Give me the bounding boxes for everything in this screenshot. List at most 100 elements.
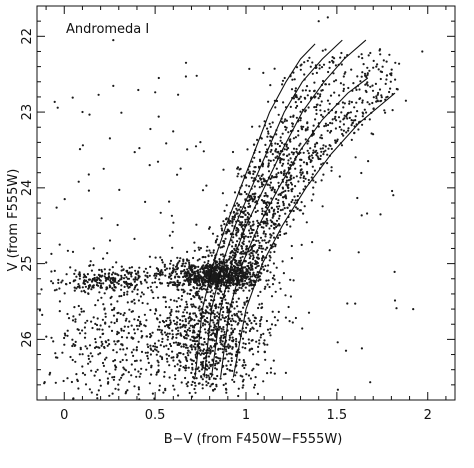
star-point — [315, 71, 318, 74]
star-point — [201, 387, 204, 390]
star-point — [83, 336, 87, 339]
star-point — [173, 322, 177, 325]
star-point — [187, 381, 190, 384]
star-point — [66, 329, 69, 332]
star-point — [207, 382, 210, 385]
star-point — [324, 145, 327, 148]
star-point — [343, 102, 346, 105]
star-point — [166, 338, 169, 341]
star-point — [126, 293, 129, 296]
star-point — [233, 266, 236, 269]
star-point — [319, 136, 322, 139]
star-point — [184, 369, 187, 372]
star-point — [99, 352, 102, 355]
star-point — [169, 281, 173, 284]
star-point — [200, 376, 203, 379]
star-point — [130, 266, 134, 269]
star-point — [244, 275, 247, 278]
star-point — [196, 283, 199, 286]
star-point — [221, 340, 224, 343]
star-point — [189, 268, 192, 271]
star-point — [119, 348, 122, 351]
star-point — [231, 301, 235, 304]
star-point — [254, 275, 257, 278]
star-point — [275, 266, 278, 269]
star-point — [102, 364, 105, 367]
star-point — [114, 368, 117, 371]
star-point — [341, 101, 344, 104]
star-point — [265, 319, 268, 323]
star-point — [292, 137, 295, 140]
star-point — [234, 320, 237, 323]
star-point — [334, 79, 338, 82]
star-point — [221, 246, 224, 249]
star-point — [277, 223, 280, 226]
star-point — [159, 281, 162, 284]
star-point — [202, 287, 205, 290]
star-point — [177, 297, 180, 300]
star-point — [208, 302, 211, 305]
star-point — [313, 90, 316, 93]
star-point — [275, 175, 278, 178]
star-point — [186, 359, 189, 363]
star-point — [114, 286, 117, 289]
star-point — [112, 349, 115, 352]
star-point — [243, 361, 246, 364]
star-point — [206, 280, 209, 283]
star-point — [175, 268, 178, 271]
star-point — [290, 257, 293, 260]
star-point — [211, 270, 214, 273]
star-point — [219, 253, 222, 256]
star-point — [68, 281, 72, 285]
star-point — [319, 109, 322, 112]
star-point — [217, 348, 220, 351]
star-point — [360, 53, 363, 56]
star-point — [361, 99, 364, 102]
star-point — [77, 304, 80, 308]
star-point — [202, 283, 205, 286]
star-point — [88, 264, 91, 267]
star-point — [300, 125, 303, 128]
star-point — [262, 220, 265, 223]
star-point — [330, 169, 333, 172]
star-point — [268, 259, 271, 262]
star-point — [182, 311, 185, 314]
star-point — [181, 319, 184, 322]
isochrone-line — [232, 92, 396, 378]
star-point — [247, 205, 250, 208]
star-point — [100, 217, 103, 220]
star-point — [218, 288, 221, 291]
star-point — [197, 322, 200, 325]
star-point — [180, 298, 183, 301]
star-point — [157, 272, 160, 275]
star-point — [188, 273, 191, 276]
star-point — [184, 326, 187, 329]
star-point — [233, 216, 236, 219]
star-point — [328, 102, 331, 105]
star-point — [115, 351, 118, 354]
star-point — [222, 168, 225, 171]
star-point — [71, 96, 74, 99]
star-point — [236, 175, 239, 178]
star-point — [157, 364, 160, 367]
star-point — [360, 171, 363, 175]
star-point — [289, 157, 292, 160]
star-point — [110, 321, 113, 324]
star-point — [231, 217, 234, 220]
star-point — [234, 243, 237, 246]
star-point — [148, 274, 151, 277]
star-point — [165, 353, 168, 356]
star-point — [257, 345, 260, 348]
star-point — [98, 328, 101, 331]
star-point — [99, 384, 102, 387]
star-point — [297, 134, 300, 137]
star-point — [118, 378, 121, 381]
star-point — [154, 91, 157, 94]
star-point — [40, 288, 43, 291]
star-point — [260, 199, 264, 202]
star-point — [247, 271, 250, 274]
star-point — [316, 92, 319, 95]
star-point — [259, 322, 262, 325]
star-point — [274, 142, 277, 145]
